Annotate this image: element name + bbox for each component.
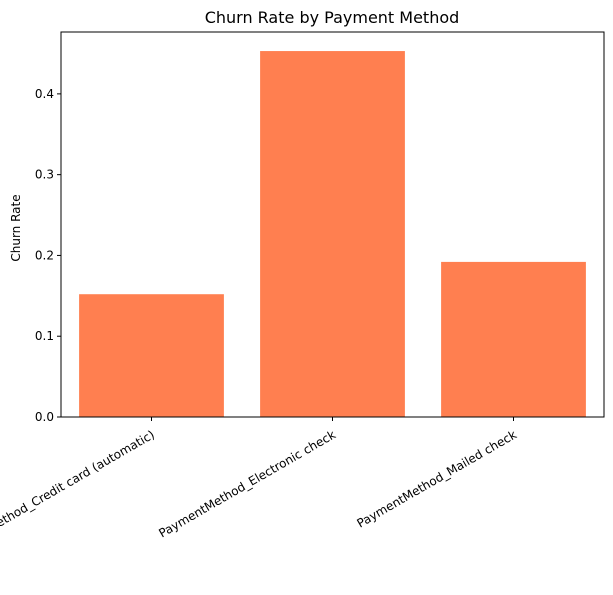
x-tick-label-0: PaymentMethod_Credit card (automatic) (0, 427, 157, 561)
x-tick-label-1: PaymentMethod_Electronic check (156, 427, 338, 540)
y-axis-label: Churn Rate (9, 194, 23, 261)
chart-title: Churn Rate by Payment Method (205, 8, 460, 27)
x-tick-label-2: PaymentMethod_Mailed check (354, 427, 519, 530)
y-tick-label-4: 0.4 (35, 87, 54, 101)
plot-area: 0.0 0.1 0.2 0.3 0.4 PaymentMethod_Credit card… (0, 31, 605, 561)
bar-0 (79, 294, 224, 417)
y-tick-label-1: 0.1 (35, 329, 54, 343)
y-tick-label-0: 0.0 (35, 410, 54, 424)
y-tick-label-2: 0.2 (35, 248, 54, 262)
bar-1 (260, 51, 405, 418)
y-tick-label-3: 0.3 (35, 168, 54, 182)
bar-2 (441, 261, 586, 417)
